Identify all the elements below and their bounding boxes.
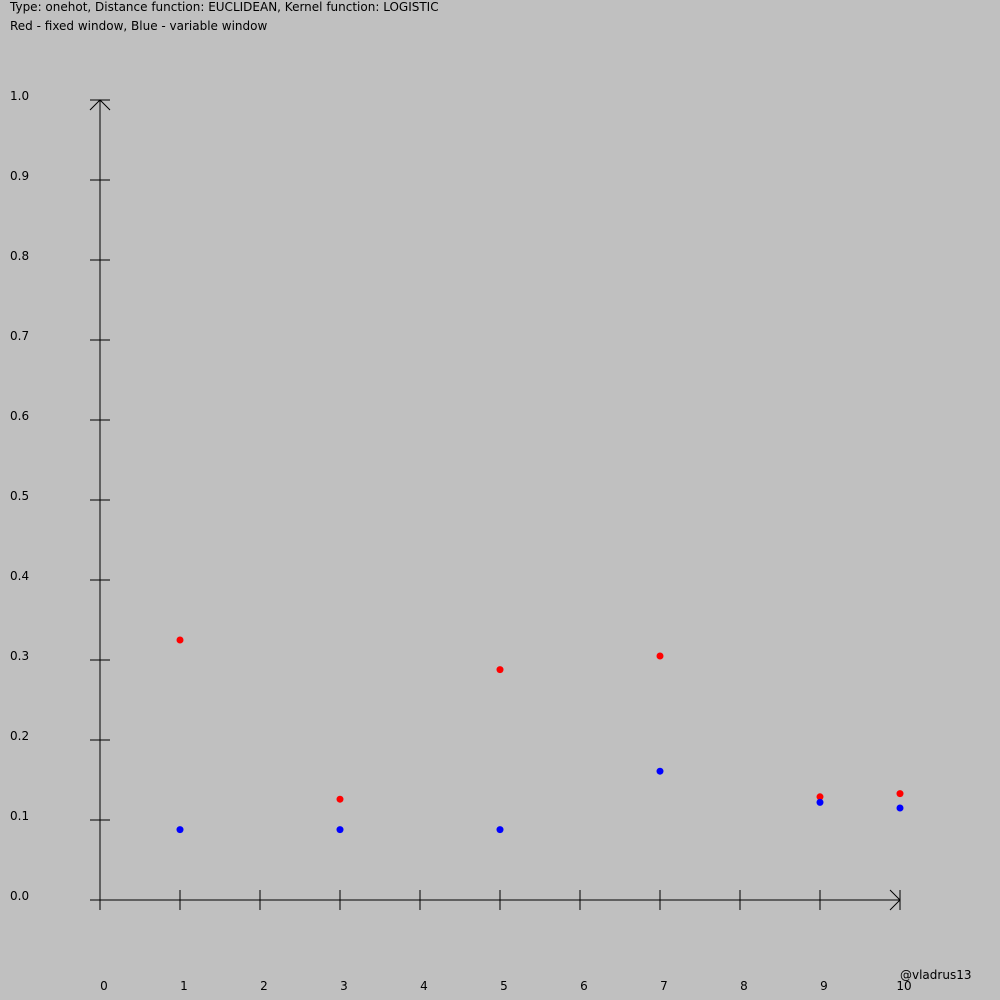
y-tick-label: 0.3	[10, 649, 29, 663]
fixed-window-point	[816, 793, 824, 801]
y-tick-label: 0.6	[10, 409, 29, 423]
variable-window-point	[176, 826, 184, 834]
fixed-window-point	[896, 790, 904, 798]
fixed-window-point	[336, 795, 344, 803]
x-tick-label: 1	[180, 979, 188, 993]
variable-window-point	[816, 798, 824, 806]
y-tick-label: 0.0	[10, 889, 29, 903]
y-tick-label: 0.8	[10, 249, 29, 263]
x-tick-label: 6	[580, 979, 588, 993]
y-tick-label: 0.9	[10, 169, 29, 183]
x-tick-label: 0	[100, 979, 108, 993]
x-tick-label: 4	[420, 979, 428, 993]
ticks: 0 1 2 3 4 5 6 7 8 9 10 0.0 0.1 0.2 0.3 0.4 0.5 0.6 0.7 0.8 0…	[10, 89, 912, 993]
y-tick-label: 1.0	[10, 89, 29, 103]
y-tick-label: 0.1	[10, 809, 29, 823]
variable-window-point	[336, 826, 344, 834]
y-tick-label: 0.5	[10, 489, 29, 503]
variable-window-point	[496, 826, 504, 834]
x-tick-label: 9	[820, 979, 828, 993]
y-tick-label: 0.4	[10, 569, 29, 583]
y-tick-label: 0.2	[10, 729, 29, 743]
axes	[89, 99, 901, 911]
x-tick-label: 2	[260, 979, 268, 993]
variable-window-point	[896, 804, 904, 812]
y-tick-label: 0.7	[10, 329, 29, 343]
x-tick-label: 7	[660, 979, 668, 993]
fixed-window-point	[176, 636, 184, 644]
x-tick-label: 10	[896, 979, 911, 993]
chart-title-line-1: Type: onehot, Distance function: EUCLIDE…	[10, 0, 439, 14]
variable-window-point	[656, 767, 664, 775]
x-tick-label: 3	[340, 979, 348, 993]
x-tick-label: 5	[500, 979, 508, 993]
x-tick-label: 8	[740, 979, 748, 993]
fixed-window-point	[496, 666, 504, 674]
fixed-window-point	[656, 652, 664, 660]
author-watermark: @vladrus13	[900, 968, 972, 982]
chart-title-line-2: Red - fixed window, Blue - variable wind…	[10, 19, 268, 33]
data-points	[176, 636, 904, 834]
